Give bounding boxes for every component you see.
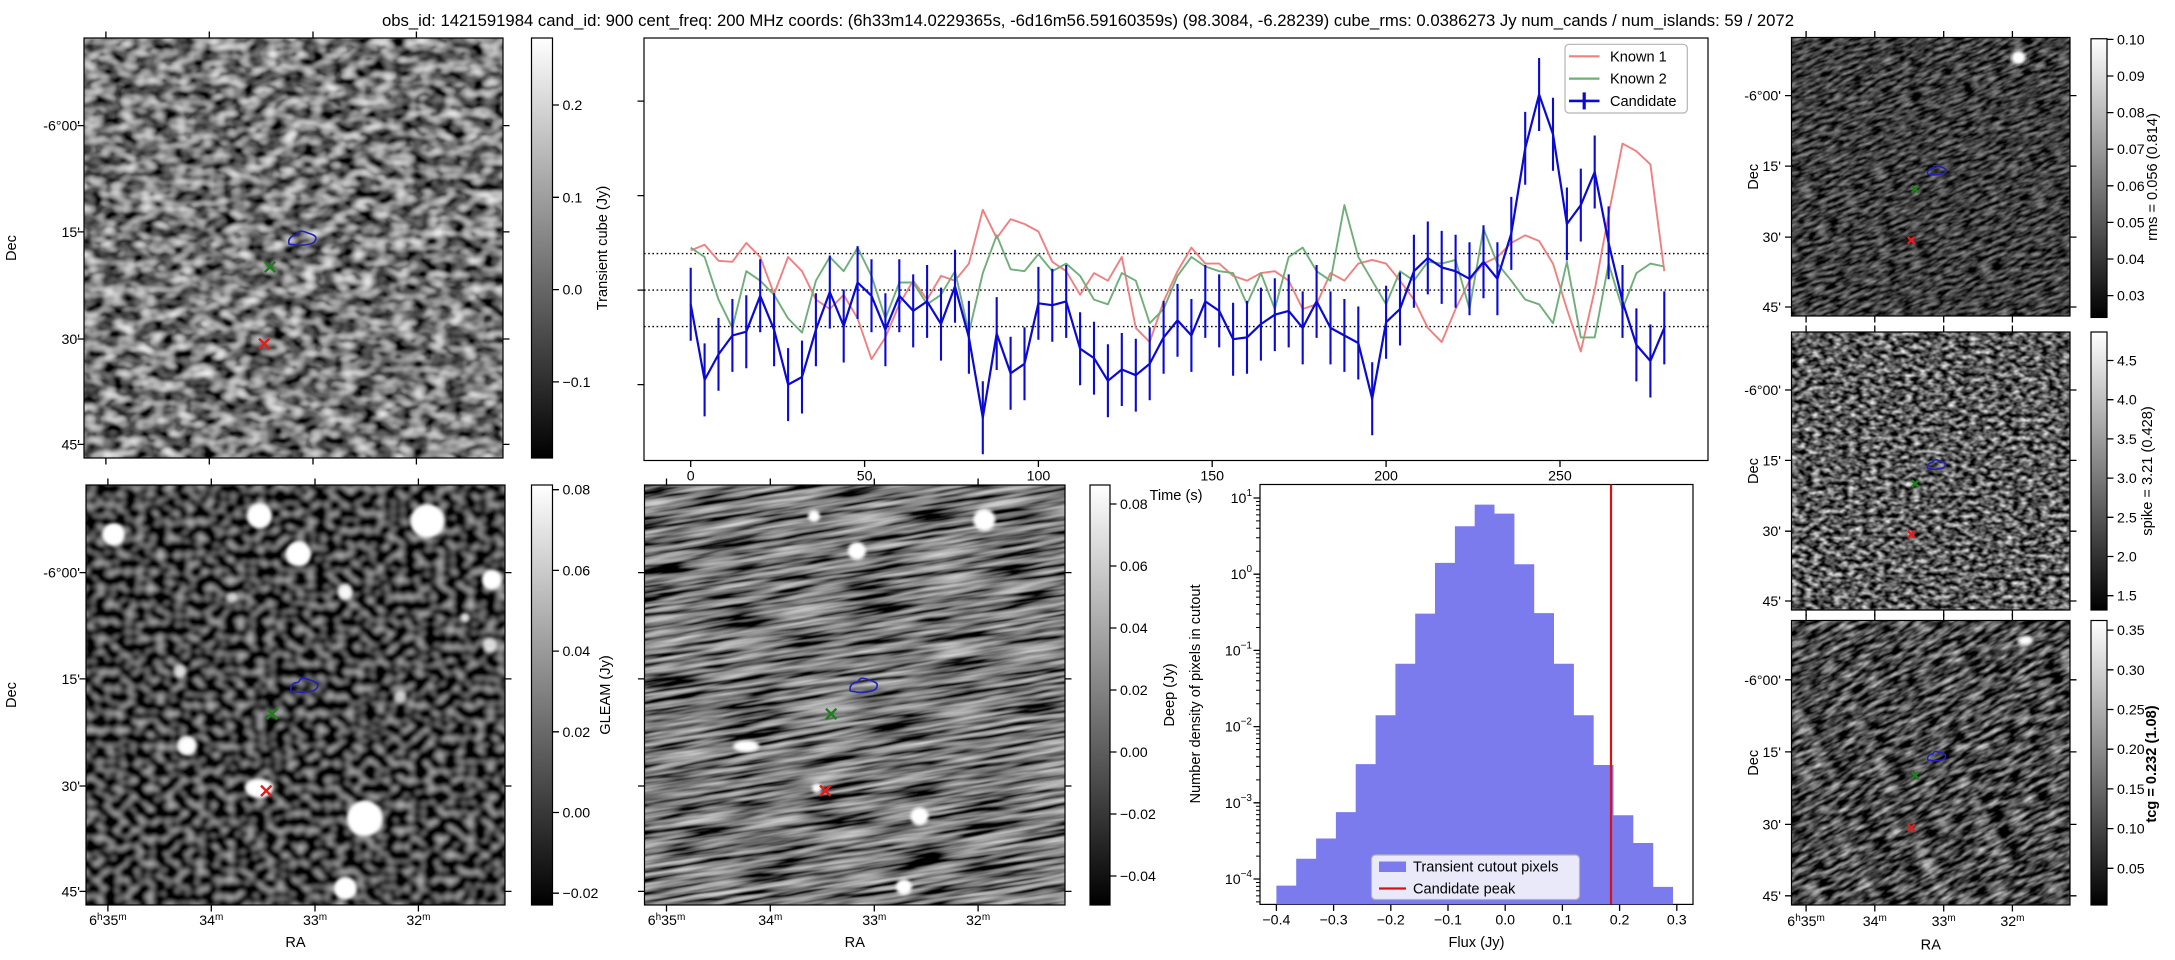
svg-text:150: 150 [1200,469,1224,485]
svg-text:0.3: 0.3 [1667,912,1687,928]
svg-text:45': 45' [62,437,81,453]
svg-text:−0.3: −0.3 [1320,912,1348,928]
svg-text:0.06: 0.06 [1120,559,1148,575]
svg-text:0.0: 0.0 [563,283,583,299]
svg-text:Dec: Dec [1746,458,1762,484]
svg-text:Transient cutout pixels: Transient cutout pixels [1413,860,1558,876]
svg-text:0.08: 0.08 [2117,106,2145,122]
svg-text:0.09: 0.09 [2117,69,2145,85]
svg-text:Known 1: Known 1 [1610,49,1667,65]
svg-text:0.03: 0.03 [2117,289,2145,305]
svg-text:0.02: 0.02 [563,725,591,741]
svg-text:−0.2: −0.2 [1377,912,1405,928]
svg-text:−0.1: −0.1 [563,375,591,391]
svg-text:-6°00': -6°00' [1744,383,1781,399]
svg-text:15': 15' [62,225,81,241]
svg-text:30': 30' [1763,230,1782,246]
svg-text:4.5: 4.5 [2117,354,2137,370]
svg-text:−0.02: −0.02 [1120,807,1156,823]
svg-text:50: 50 [857,469,873,485]
svg-text:0.0: 0.0 [1495,912,1515,928]
svg-text:15': 15' [1763,453,1782,469]
svg-text:3.5: 3.5 [2117,432,2137,448]
svg-text:30': 30' [1763,524,1782,540]
svg-text:0.08: 0.08 [563,483,591,499]
svg-text:0.06: 0.06 [563,563,591,579]
svg-text:0.07: 0.07 [2117,142,2145,158]
svg-text:0.00: 0.00 [563,806,591,822]
svg-text:-6°00': -6°00' [1744,673,1781,689]
svg-text:0.10: 0.10 [2117,822,2145,838]
svg-text:0.2: 0.2 [1610,912,1630,928]
svg-text:GLEAM (Jy): GLEAM (Jy) [598,655,614,734]
svg-text:2.5: 2.5 [2117,510,2137,526]
svg-text:0.2: 0.2 [563,98,583,114]
svg-text:-6°00': -6°00' [43,566,80,582]
svg-text:30': 30' [62,332,81,348]
svg-text:RA: RA [285,935,306,951]
svg-text:0.1: 0.1 [1553,912,1573,928]
svg-text:spike = 3.21 (0.428): spike = 3.21 (0.428) [2140,406,2156,535]
svg-text:30': 30' [62,779,81,795]
svg-text:2.0: 2.0 [2117,550,2137,566]
svg-text:0.15: 0.15 [2117,782,2145,798]
svg-text:Flux (Jy): Flux (Jy) [1449,935,1505,951]
svg-text:200: 200 [1374,469,1398,485]
svg-text:0.00: 0.00 [1120,745,1148,761]
svg-text:0.20: 0.20 [2117,742,2145,758]
svg-text:0.35: 0.35 [2117,623,2145,639]
svg-text:0.02: 0.02 [1120,683,1148,699]
svg-text:Known 2: Known 2 [1610,72,1667,88]
svg-text:−0.1: −0.1 [1434,912,1462,928]
svg-text:Time (s): Time (s) [1150,488,1203,504]
svg-text:tcg = 0.232 (1.08): tcg = 0.232 (1.08) [2144,705,2160,822]
svg-text:0.10: 0.10 [2117,32,2145,48]
svg-text:-6°00': -6°00' [1744,89,1781,105]
svg-text:0.04: 0.04 [2117,252,2145,268]
svg-text:Dec: Dec [1746,164,1762,190]
svg-text:250: 250 [1548,469,1572,485]
svg-text:Number density of pixels in cu: Number density of pixels in cutout [1188,584,1204,803]
svg-text:Dec: Dec [4,235,20,261]
svg-text:15': 15' [1763,159,1782,175]
svg-text:0.08: 0.08 [1120,497,1148,513]
svg-text:RA: RA [1921,938,1942,954]
svg-text:15': 15' [62,672,81,688]
svg-text:1.5: 1.5 [2117,589,2137,605]
svg-text:45': 45' [1763,594,1782,610]
svg-text:0.05: 0.05 [2117,861,2145,877]
svg-text:Dec: Dec [1746,750,1762,776]
svg-text:−0.02: −0.02 [563,886,599,902]
svg-text:45': 45' [62,884,81,900]
svg-text:Transient cube (Jy): Transient cube (Jy) [595,186,611,310]
svg-text:45': 45' [1763,889,1782,905]
svg-text:0: 0 [687,469,695,485]
svg-text:Dec: Dec [4,682,20,708]
svg-text:100: 100 [1027,469,1051,485]
svg-text:4.0: 4.0 [2117,393,2137,409]
svg-text:0.04: 0.04 [1120,621,1148,637]
svg-text:Deep (Jy): Deep (Jy) [1162,663,1178,726]
svg-text:0.30: 0.30 [2117,663,2145,679]
svg-text:obs_id: 1421591984 cand_id: 90: obs_id: 1421591984 cand_id: 900 cent_fre… [382,11,1794,30]
svg-text:0.1: 0.1 [563,190,583,206]
svg-text:0.04: 0.04 [563,644,591,660]
svg-text:-6°00': -6°00' [43,119,80,135]
svg-text:Candidate peak: Candidate peak [1413,882,1516,898]
svg-text:−0.4: −0.4 [1262,912,1290,928]
svg-text:30': 30' [1763,817,1782,833]
svg-text:0.06: 0.06 [2117,179,2145,195]
svg-text:rms = 0.056 (0.814): rms = 0.056 (0.814) [2145,113,2161,241]
svg-text:15': 15' [1763,745,1782,761]
svg-text:0.25: 0.25 [2117,703,2145,719]
svg-text:Candidate: Candidate [1610,94,1677,110]
svg-text:3.0: 3.0 [2117,471,2137,487]
svg-text:−0.04: −0.04 [1120,869,1156,885]
svg-text:RA: RA [845,935,866,951]
svg-text:45': 45' [1763,300,1782,316]
svg-text:0.05: 0.05 [2117,215,2145,231]
